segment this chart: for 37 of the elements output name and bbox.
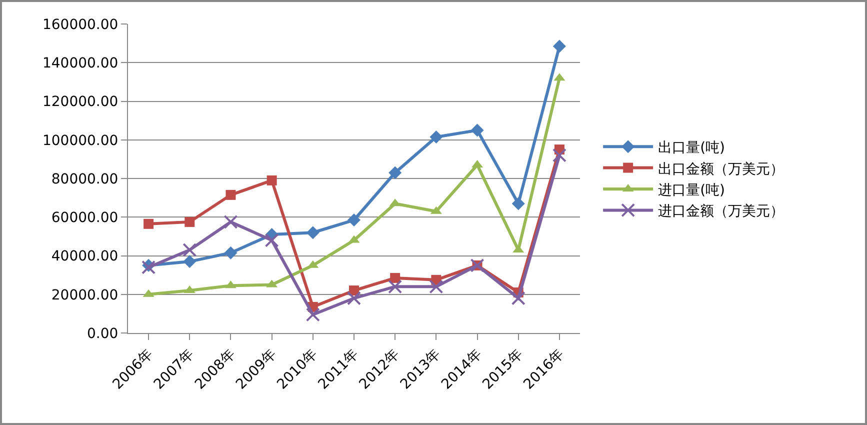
- point: [512, 197, 525, 210]
- point: [224, 246, 238, 260]
- point: [183, 255, 196, 268]
- point: [182, 242, 197, 257]
- point: [306, 226, 320, 240]
- point: [348, 214, 360, 227]
- point: [511, 291, 526, 306]
- point: [184, 216, 195, 227]
- point: [266, 175, 277, 186]
- point: [429, 280, 444, 294]
- point: [470, 124, 484, 137]
- point: [390, 272, 400, 283]
- y-tick-label: 60000.00: [51, 210, 118, 226]
- point: [347, 291, 361, 306]
- y-tick-label: 100000.00: [42, 132, 118, 149]
- legend-label: 进口金额（万美元）: [658, 204, 784, 220]
- point: [306, 308, 320, 322]
- point: [388, 166, 402, 180]
- point: [430, 130, 443, 144]
- y-tick-label: 20000.00: [51, 287, 118, 304]
- y-tick-label: 160000.00: [42, 16, 118, 33]
- y-tick-label: 40000.00: [51, 248, 118, 265]
- point: [388, 280, 402, 294]
- y-tick-label: 120000.00: [42, 94, 118, 110]
- y-tick-label: 80000.00: [51, 171, 118, 188]
- legend-label: 出口量(吨): [658, 140, 726, 156]
- point: [144, 218, 154, 229]
- legend-label: 出口金额（万美元）: [658, 161, 784, 178]
- point: [552, 148, 566, 162]
- legend-label: 进口量(吨): [658, 182, 726, 198]
- y-tick-label: 0.00: [87, 326, 118, 342]
- y-tick-label: 140000.00: [42, 56, 118, 72]
- point: [264, 233, 279, 248]
- point: [224, 214, 238, 229]
- point: [552, 40, 566, 53]
- point: [226, 190, 236, 200]
- point: [142, 260, 156, 274]
